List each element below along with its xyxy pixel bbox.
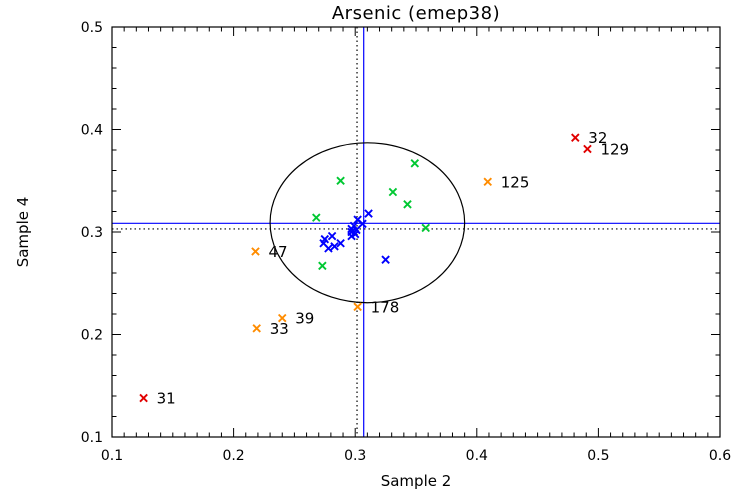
- data-point-cluster-green: [388, 187, 398, 197]
- data-point-cluster-green: [312, 213, 321, 222]
- y-tick-label: 0.4: [81, 123, 103, 139]
- data-point-outliers-orange-47: [251, 247, 260, 256]
- point-label-32: 32: [588, 129, 607, 147]
- plot-border: [111, 26, 721, 438]
- chart-title: Arsenic (emep38): [332, 3, 500, 24]
- data-point-outliers-orange-125: [483, 177, 493, 187]
- data-point-outliers-orange-178: [353, 302, 362, 312]
- data-point-outliers-red-129: [583, 144, 592, 154]
- data-point-cluster-green: [318, 261, 327, 271]
- tolerance-ellipse: [269, 142, 466, 304]
- data-point-cluster-blue: [364, 209, 373, 218]
- point-label-178: 178: [371, 298, 400, 316]
- data-point-outliers-orange-39: [277, 313, 287, 323]
- point-label-47: 47: [268, 243, 287, 261]
- data-point-cluster-green: [410, 159, 420, 168]
- data-point-outliers-orange-33: [252, 324, 261, 333]
- data-point-cluster-blue: [330, 242, 339, 251]
- x-tick-label: 0.6: [709, 448, 731, 464]
- point-label-129: 129: [600, 140, 629, 158]
- data-point-cluster-blue: [336, 239, 345, 248]
- x-tick-label: 0.1: [101, 448, 123, 464]
- x-axis-label: Sample 2: [381, 472, 452, 490]
- data-point-cluster-blue: [327, 231, 337, 241]
- x-tick-label: 0.4: [466, 448, 488, 464]
- data-point-cluster-blue: [381, 255, 390, 264]
- data-point-outliers-red-32: [571, 133, 580, 142]
- y-tick-label: 0.1: [81, 430, 103, 446]
- y-tick-label: 0.5: [81, 20, 103, 36]
- y-tick-label: 0.3: [81, 225, 103, 241]
- data-point-outliers-red-31: [139, 393, 148, 403]
- data-point-cluster-blue: [358, 219, 367, 229]
- y-tick-label: 0.2: [81, 328, 103, 344]
- data-point-cluster-blue: [347, 231, 356, 241]
- data-point-cluster-green: [403, 200, 412, 209]
- x-tick-label: 0.3: [344, 448, 366, 464]
- x-tick-label: 0.5: [587, 448, 609, 464]
- data-point-cluster-green: [421, 223, 430, 233]
- data-point-cluster-blue: [324, 244, 333, 253]
- data-point-cluster-green: [336, 176, 345, 186]
- point-label-39: 39: [295, 310, 314, 328]
- y-axis-label: Sample 4: [14, 197, 32, 268]
- point-label-33: 33: [270, 320, 289, 338]
- x-tick-label: 0.2: [222, 448, 244, 464]
- point-label-125: 125: [501, 173, 530, 191]
- point-label-31: 31: [157, 390, 176, 408]
